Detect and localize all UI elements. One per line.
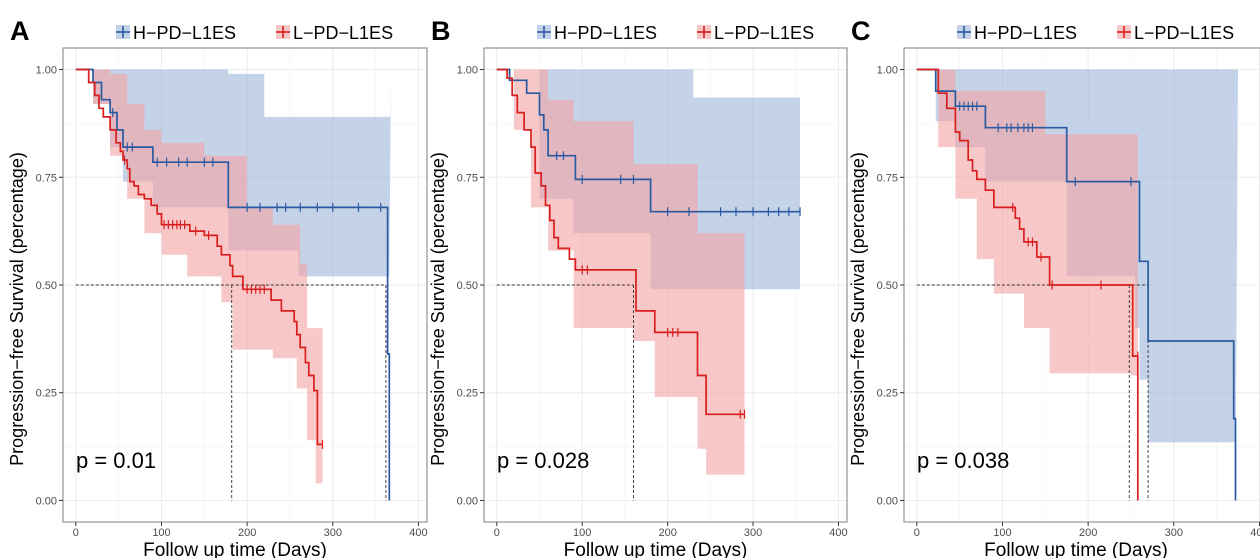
x-tick-label: 100 <box>573 527 591 539</box>
x-tick-label: 0 <box>494 527 500 539</box>
x-axis-label: Follow up time (Days) <box>984 540 1168 558</box>
x-tick-label: 400 <box>409 527 427 539</box>
x-tick-label: 300 <box>324 527 342 539</box>
y-tick-label: 0.50 <box>36 280 57 292</box>
chart-panel-c: 0 100 200 300 400 0.00 0.25 0.50 0.75 1.00 Follow … <box>848 16 1260 558</box>
legend-label-low: L−PD−L1ES <box>293 23 393 43</box>
plot-area <box>916 68 1238 501</box>
p-value-annotation: p = 0.028 <box>497 448 589 473</box>
x-tick-label: 0 <box>914 527 920 539</box>
legend: H−PD−L1ES L−PD−L1ES <box>537 23 814 43</box>
y-tick-label: 0.25 <box>877 388 898 400</box>
y-tick-label: 0.00 <box>36 495 57 507</box>
y-tick-label: 0.25 <box>457 388 478 400</box>
panel-label: C <box>851 16 871 46</box>
y-tick-label: 1.00 <box>877 65 898 77</box>
p-value-annotation: p = 0.01 <box>76 448 156 473</box>
legend: H−PD−L1ES L−PD−L1ES <box>116 23 393 43</box>
legend-label-high: H−PD−L1ES <box>554 23 657 43</box>
y-tick-label: 0.25 <box>36 388 57 400</box>
x-tick-label: 0 <box>73 527 79 539</box>
confidence-band-low <box>75 69 323 484</box>
survival-curve-high <box>496 68 800 213</box>
x-tick-label: 100 <box>993 527 1011 539</box>
x-tick-label: 200 <box>658 527 676 539</box>
x-tick-label: 400 <box>829 527 847 539</box>
p-value-annotation: p = 0.038 <box>917 448 1009 473</box>
y-axis-label: Progression−free Survival (percentage) <box>848 152 868 466</box>
y-tick-label: 0.75 <box>36 172 57 184</box>
y-tick-label: 0.50 <box>877 280 898 292</box>
x-tick-label: 300 <box>1165 527 1183 539</box>
y-axis-label: Progression−free Survival (percentage) <box>7 152 27 466</box>
legend: H−PD−L1ES L−PD−L1ES <box>957 23 1234 43</box>
survival-curve-low <box>496 68 745 416</box>
survival-curve-high <box>916 68 1237 501</box>
legend-label-high: H−PD−L1ES <box>133 23 236 43</box>
x-axis-label: Follow up time (Days) <box>564 540 748 558</box>
y-tick-label: 0.00 <box>877 495 898 507</box>
x-tick-label: 100 <box>152 527 170 539</box>
confidence-band-low <box>496 69 745 475</box>
chart-panel-a: 0 100 200 300 400 0.00 0.25 0.50 0.75 1.00 Follow … <box>7 16 428 558</box>
y-axis-label: Progression−free Survival (percentage) <box>428 152 448 466</box>
x-tick-label: 200 <box>238 527 256 539</box>
survival-curve-low <box>916 68 1139 501</box>
y-tick-label: 0.75 <box>457 172 478 184</box>
y-tick-label: 0.75 <box>877 172 898 184</box>
x-tick-label: 200 <box>1079 527 1097 539</box>
x-tick-label: 400 <box>1250 527 1260 539</box>
y-tick-label: 1.00 <box>457 65 478 77</box>
y-tick-label: 0.00 <box>457 495 478 507</box>
x-axis-label: Follow up time (Days) <box>143 540 327 558</box>
y-tick-label: 0.50 <box>457 280 478 292</box>
y-tick-label: 1.00 <box>36 65 57 77</box>
survival-curve-high <box>75 68 391 501</box>
plot-area <box>496 68 801 501</box>
plot-area <box>75 68 392 501</box>
panel-label: A <box>10 16 30 46</box>
survival-curve-low <box>75 68 323 446</box>
legend-label-low: L−PD−L1ES <box>1134 23 1234 43</box>
x-tick-label: 300 <box>744 527 762 539</box>
legend-label-low: L−PD−L1ES <box>714 23 814 43</box>
panel-label: B <box>431 16 451 46</box>
legend-label-high: H−PD−L1ES <box>974 23 1077 43</box>
chart-panel-b: 0 100 200 300 400 0.00 0.25 0.50 0.75 1.00 Follow … <box>428 16 848 558</box>
